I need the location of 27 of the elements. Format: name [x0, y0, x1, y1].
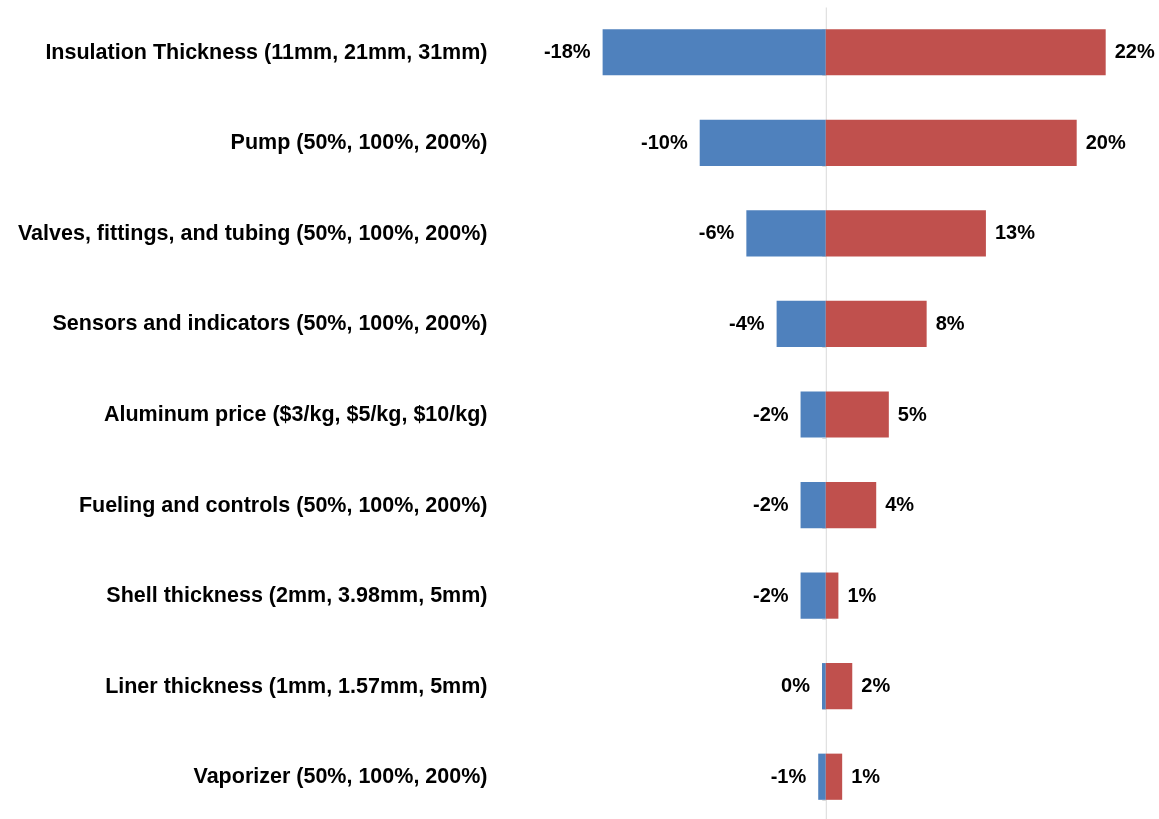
y-tick-label: Valves, fittings, and tubing (50%, 100%, 200%) [17, 220, 488, 245]
data-label: -2% [752, 493, 789, 516]
data-label: -10% [641, 130, 688, 153]
data-label: -2% [752, 402, 789, 425]
y-tick-label: Insulation Thickness (11mm, 21mm, 31mm) [45, 39, 488, 64]
data-label: -1% [770, 764, 807, 787]
data-label: -2% [752, 583, 789, 606]
data-label: 2% [861, 674, 891, 697]
data-label: 4% [885, 493, 915, 516]
data-label: -18% [543, 40, 591, 63]
y-tick-label: Vaporizer (50%, 100%, 200%) [193, 764, 488, 789]
y-tick-label: Pump (50%, 100%, 200%) [230, 130, 488, 155]
data-label: -6% [698, 221, 735, 244]
data-label: 1% [851, 764, 881, 787]
y-tick-label: Shell thickness (2mm, 3.98mm, 5mm) [106, 583, 488, 608]
y-tick-label: Liner thickness (1mm, 1.57mm, 5mm) [105, 673, 488, 698]
data-label: 20% [1085, 130, 1126, 153]
data-label: 1% [847, 583, 877, 606]
data-label: 0% [781, 674, 811, 697]
data-label: 22% [1114, 40, 1155, 63]
y-tick-label: Aluminum price ($3/kg, $5/kg, $10/kg) [103, 402, 488, 426]
data-label: -4% [729, 311, 765, 334]
data-label: 13% [994, 221, 1036, 244]
data-label: 5% [897, 402, 927, 425]
y-tick-label: Fueling and controls (50%, 100%, 200%) [78, 492, 488, 517]
data-label: 8% [935, 311, 965, 334]
y-tick-label: Sensors and indicators (50%, 100%, 200%) [52, 311, 488, 336]
